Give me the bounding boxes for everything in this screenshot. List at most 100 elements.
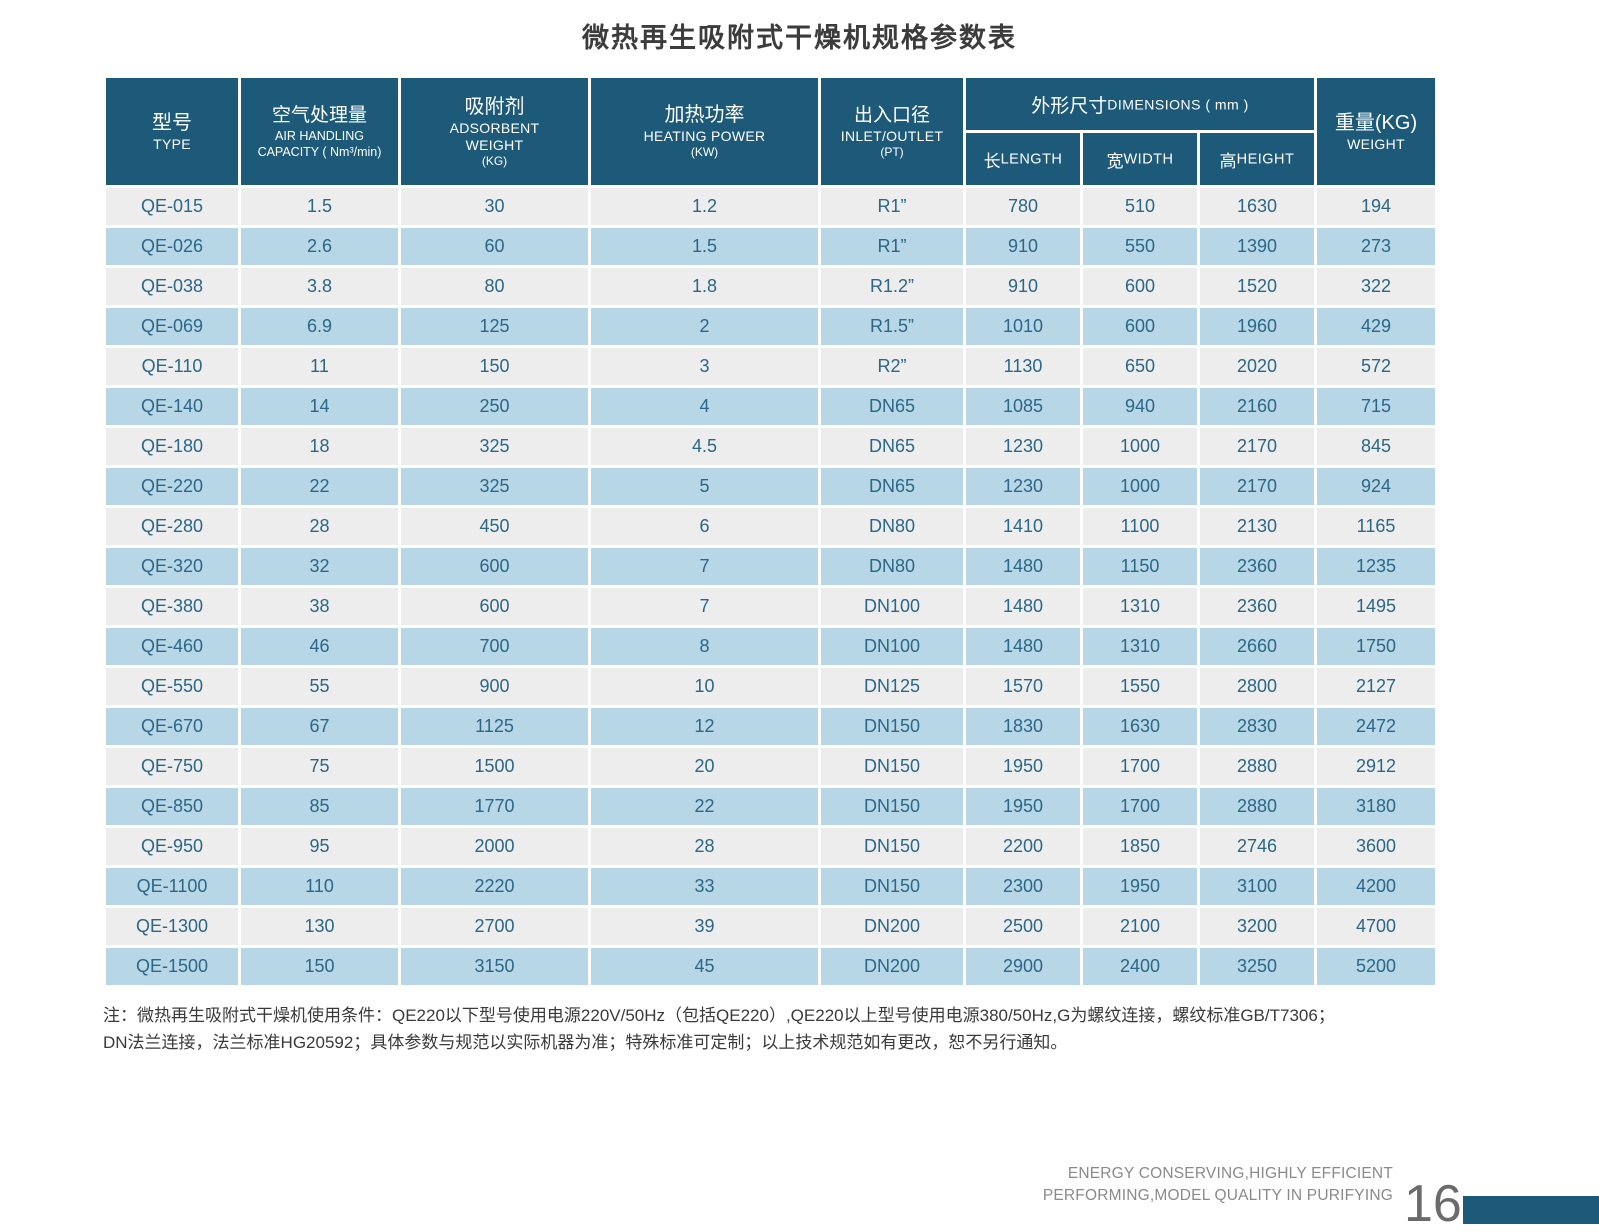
table-row: QE-1500 150 3150 45 DN200 2900 2400 3250 5200: [103, 945, 1438, 988]
header-length: 长LENGTH: [963, 130, 1083, 188]
table-cell: 3150: [398, 945, 591, 988]
table-cell: 2170: [1197, 465, 1317, 508]
header-width: 宽WIDTH: [1080, 130, 1200, 188]
table-cell: 2830: [1197, 705, 1317, 748]
table-cell: 20: [588, 745, 821, 788]
table-cell: 60: [398, 225, 591, 268]
table-cell: 2200: [963, 825, 1083, 868]
table-cell: 5: [588, 465, 821, 508]
table-cell: 700: [398, 625, 591, 668]
table-cell: 1520: [1197, 265, 1317, 308]
table-cell: 2800: [1197, 665, 1317, 708]
table-cell: 1480: [963, 585, 1083, 628]
table-cell: 2127: [1314, 665, 1438, 708]
table-cell: R1.5”: [818, 305, 966, 348]
table-cell: 130: [238, 905, 401, 948]
table-row: QE-850 85 1770 22 DN150 1950 1700 2880 3180: [103, 785, 1438, 828]
table-cell: 85: [238, 785, 401, 828]
table-cell: 2660: [1197, 625, 1317, 668]
table-cell: 32: [238, 545, 401, 588]
table-cell: 18: [238, 425, 401, 468]
table-cell: 1.8: [588, 265, 821, 308]
table-cell: 429: [1314, 305, 1438, 348]
table-cell: 11: [238, 345, 401, 388]
table-body: QE-015 1.5 30 1.2 R1” 780 510 1630 194 QE-026 2.6 6…: [103, 185, 1438, 988]
table-cell: 2000: [398, 825, 591, 868]
table-cell: 4700: [1314, 905, 1438, 948]
table-cell: 12: [588, 705, 821, 748]
footnote-line-1: 注：微热再生吸附式干燥机使用条件：QE220以下型号使用电源220V/50Hz（…: [103, 1006, 1335, 1025]
header-inlet-outlet: 出入口径 INLET/OUTLET (PT): [818, 75, 966, 188]
table-cell: 1770: [398, 785, 591, 828]
header-height: 高HEIGHT: [1197, 130, 1317, 188]
table-cell: 2300: [963, 865, 1083, 908]
table-cell: 780: [963, 185, 1083, 228]
table-cell: 1630: [1080, 705, 1200, 748]
table-cell: QE-026: [103, 225, 241, 268]
table-cell: 1085: [963, 385, 1083, 428]
table-cell: 1130: [963, 345, 1083, 388]
table-cell: 150: [398, 345, 591, 388]
footer-slogan-line-2: PERFORMING,MODEL QUALITY IN PURIFYING: [1042, 1187, 1393, 1204]
table-cell: 8: [588, 625, 821, 668]
table-cell: QE-180: [103, 425, 241, 468]
table-cell: 273: [1314, 225, 1438, 268]
table-cell: DN100: [818, 585, 966, 628]
table-row: QE-180 18 325 4.5 DN65 1230 1000 2170 845: [103, 425, 1438, 468]
table-cell: 325: [398, 425, 591, 468]
table-cell: 95: [238, 825, 401, 868]
table-cell: 1950: [963, 745, 1083, 788]
table-cell: 1830: [963, 705, 1083, 748]
table-cell: 550: [1080, 225, 1200, 268]
table-cell: 2700: [398, 905, 591, 948]
table-cell: 1125: [398, 705, 591, 748]
table-cell: 910: [963, 265, 1083, 308]
table-cell: 22: [238, 465, 401, 508]
header-air-capacity: 空气处理量 AIR HANDLING CAPACITY ( Nm³/min): [238, 75, 401, 188]
table-cell: R1”: [818, 185, 966, 228]
table-cell: 7: [588, 545, 821, 588]
table-row: QE-110 11 150 3 R2” 1130 650 2020 572: [103, 345, 1438, 388]
footnote: 注：微热再生吸附式干燥机使用条件：QE220以下型号使用电源220V/50Hz（…: [103, 1002, 1463, 1056]
table-cell: 2220: [398, 865, 591, 908]
table-cell: 600: [398, 545, 591, 588]
table-cell: QE-1300: [103, 905, 241, 948]
table-cell: DN150: [818, 865, 966, 908]
table-cell: DN80: [818, 505, 966, 548]
table-cell: 10: [588, 665, 821, 708]
table-row: QE-460 46 700 8 DN100 1480 1310 2660 1750: [103, 625, 1438, 668]
table-row: QE-320 32 600 7 DN80 1480 1150 2360 1235: [103, 545, 1438, 588]
table-cell: QE-320: [103, 545, 241, 588]
table-cell: DN150: [818, 745, 966, 788]
table-cell: 1165: [1314, 505, 1438, 548]
table-cell: 67: [238, 705, 401, 748]
table-cell: QE-380: [103, 585, 241, 628]
table-cell: QE-750: [103, 745, 241, 788]
table-cell: DN125: [818, 665, 966, 708]
table-cell: DN65: [818, 465, 966, 508]
table-cell: 1950: [1080, 865, 1200, 908]
table-cell: 924: [1314, 465, 1438, 508]
footer-slogan: ENERGY CONSERVING,HIGHLY EFFICIENT PERFO…: [1043, 1163, 1393, 1207]
table-row: QE-950 95 2000 28 DN150 2200 1850 2746 3600: [103, 825, 1438, 868]
table-cell: 2472: [1314, 705, 1438, 748]
table-cell: 3600: [1314, 825, 1438, 868]
table-cell: 450: [398, 505, 591, 548]
table-cell: 2160: [1197, 385, 1317, 428]
table-cell: QE-280: [103, 505, 241, 548]
table-cell: 2400: [1080, 945, 1200, 988]
table-cell: 3200: [1197, 905, 1317, 948]
table-cell: DN200: [818, 945, 966, 988]
spec-table: 型号 TYPE 空气处理量 AIR HANDLING CAPACITY ( Nm…: [103, 75, 1438, 988]
table-cell: 1000: [1080, 425, 1200, 468]
header-dimensions: 外形尺寸DIMENSIONS ( mm ): [963, 75, 1317, 133]
table-cell: DN100: [818, 625, 966, 668]
table-cell: 45: [588, 945, 821, 988]
table-cell: 900: [398, 665, 591, 708]
table-cell: 6: [588, 505, 821, 548]
table-cell: QE-670: [103, 705, 241, 748]
table-row: QE-026 2.6 60 1.5 R1” 910 550 1390 273: [103, 225, 1438, 268]
table-cell: 1630: [1197, 185, 1317, 228]
table-cell: QE-1500: [103, 945, 241, 988]
